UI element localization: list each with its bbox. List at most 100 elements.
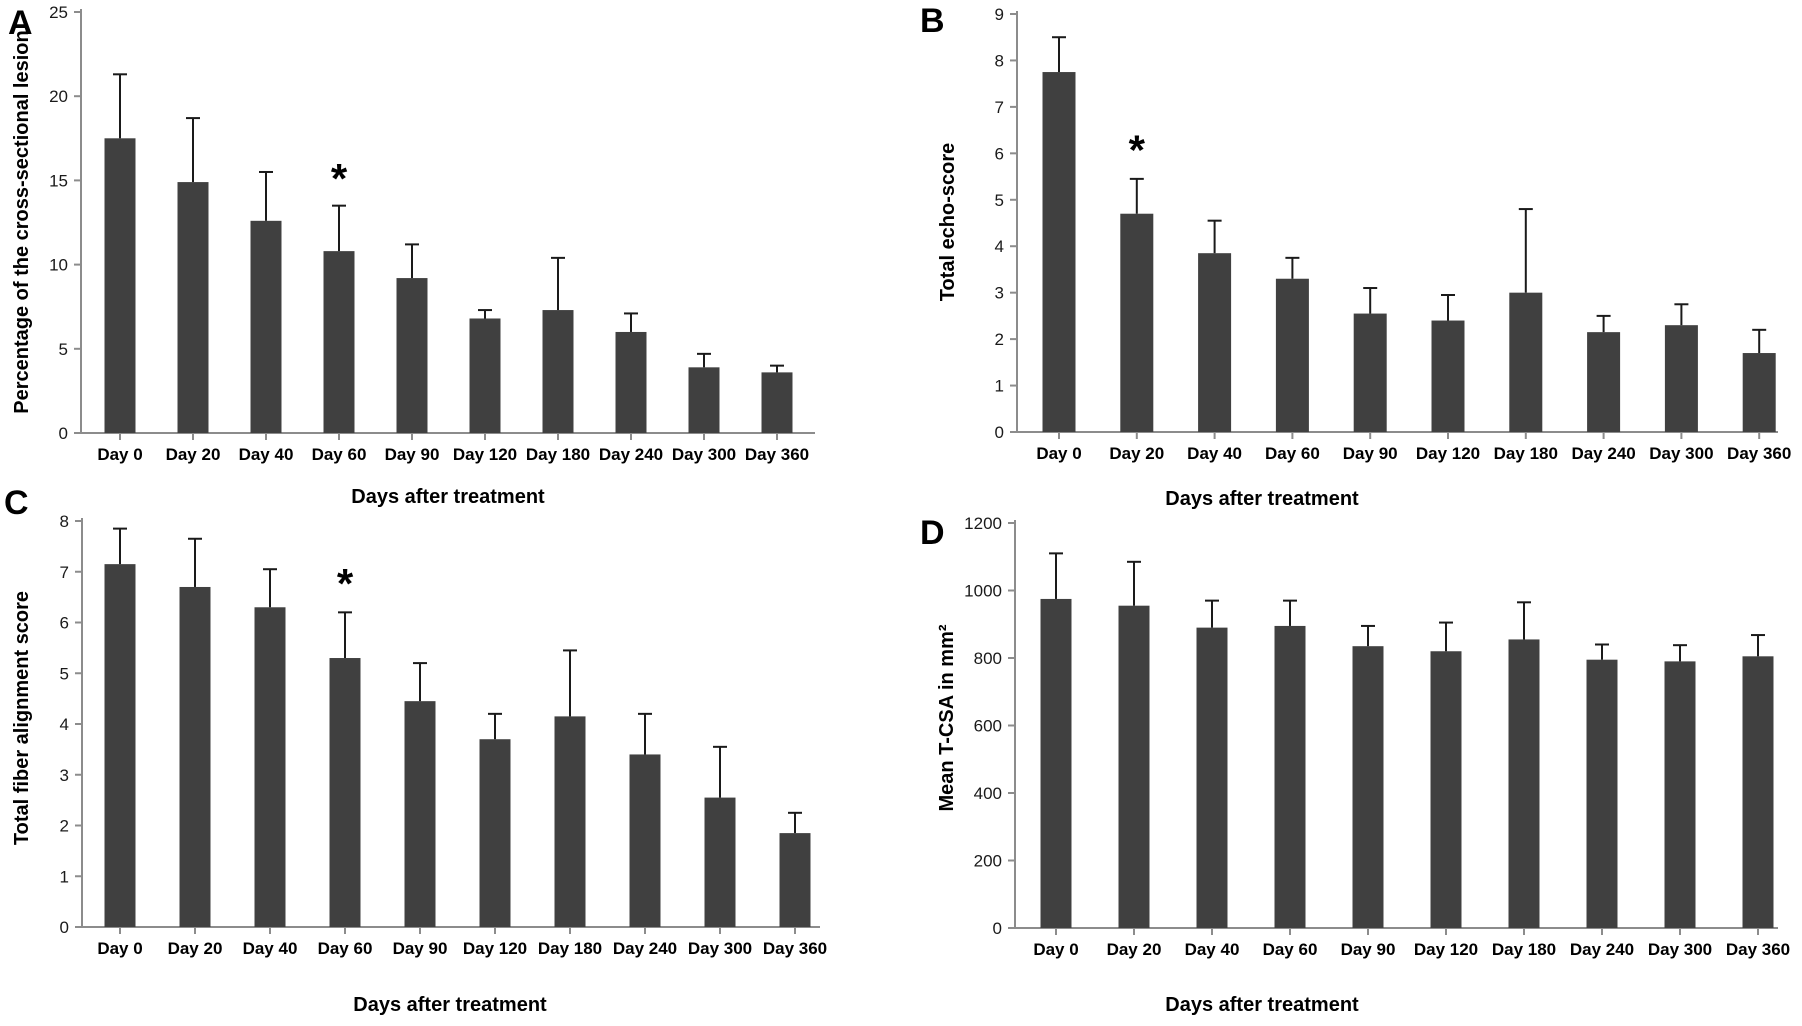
y-tick-labels: 0 1 2 3 4 5 6 7 8 9 [995,5,1004,442]
y-tick-label: 8 [995,51,1004,70]
y-tick-label: 1 [995,377,1004,396]
y-tick-label: 9 [995,5,1004,24]
bar-day90 [396,278,428,433]
y-tick-label: 6 [995,144,1004,163]
bar-day60 [1275,278,1309,432]
x-category-label: Day 0 [1033,940,1078,959]
x-category-label: Day 120 [1414,940,1478,959]
bar-day90 [1352,646,1384,928]
y-tick-label: 6 [60,614,69,633]
bar-day180 [1509,292,1543,432]
x-category-label: Day 180 [1492,940,1556,959]
bar-day180 [542,310,574,433]
bar-day300 [704,797,736,927]
panel-letter-b: B [920,2,945,40]
bar-day120 [469,318,501,433]
bar-day20 [179,586,211,927]
y-tick-label: 2 [60,817,69,836]
y-tick-label: 200 [974,852,1002,871]
significance-star: * [1129,127,1146,174]
x-category-label: Day 20 [1107,940,1162,959]
panel-letter-c: C [4,484,29,522]
x-category-label: Day 90 [1343,444,1398,463]
y-tick-label: 3 [60,766,69,785]
error-bars [1052,36,1767,354]
x-category-label: Day 90 [1341,940,1396,959]
error-bars [113,527,802,834]
bar-day240 [629,754,661,927]
bar-day20 [1118,605,1150,928]
x-category-label: Day 20 [1109,444,1164,463]
bar-day300 [1664,325,1698,432]
y-tick-label: 0 [60,918,69,937]
bar-day90 [1353,313,1387,432]
y-tick-label: 2 [995,330,1004,349]
x-category-label: Day 20 [168,939,223,958]
x-category-label: Day 40 [1185,940,1240,959]
y-tick-label: 400 [974,784,1002,803]
y-tick-label: 8 [60,513,69,531]
x-axis-label-panel-c: Days after treatment [353,994,547,1016]
bar-day40 [1198,253,1232,432]
x-category-label: Day 360 [1726,940,1790,959]
x-category-label: Day 90 [393,939,448,958]
x-category-label: Day 180 [526,445,590,464]
bar-day360 [1742,353,1776,432]
x-category-label: Day 240 [1570,940,1634,959]
y-tick-label: 7 [995,98,1004,117]
x-category-label: Day 120 [1416,444,1480,463]
y-tick-label: 0 [995,423,1004,442]
y-tick-label: 1 [60,867,69,886]
bar-day300 [688,367,720,433]
y-tick-labels: 0 200 400 600 800 1000 1200 [964,514,1002,938]
x-category-label: Day 60 [1265,444,1320,463]
error-bars [1049,552,1765,662]
x-category-label: Day 120 [463,939,527,958]
y-tick-label: 1000 [964,582,1002,601]
x-axis-label-panel-a: Days after treatment [351,486,545,508]
y-tick-label: 7 [60,563,69,582]
x-category-label: Day 300 [1649,444,1713,463]
y-tick-label: 0 [993,919,1002,938]
significance-star: * [331,155,348,202]
bar-day40 [250,220,282,433]
x-category-label: Day 120 [453,445,517,464]
y-tick-label: 25 [49,3,68,22]
bar-day180 [554,716,586,927]
x-category-label: Day 180 [538,939,602,958]
x-category-label: Day 60 [312,445,367,464]
significance-star: * [337,560,354,607]
x-category-label: Day 0 [1036,444,1081,463]
x-category-label: Day 40 [1187,444,1242,463]
x-axis-label-panel-d: Days after treatment [1165,994,1359,1016]
category-labels: Day 0 Day 20 Day 40 Day 60 Day 90 Day 120 Day … [97,939,827,958]
x-category-label: Day 90 [385,445,440,464]
y-tick-label: 4 [60,715,69,734]
x-category-label: Day 20 [166,445,221,464]
bar-day360 [779,833,811,927]
panel-letter-a: A [8,4,33,42]
bar-day0 [1040,598,1072,928]
y-tick-label: 600 [974,717,1002,736]
x-category-label: Day 300 [1648,940,1712,959]
x-axis-label-panel-b: Days after treatment [1165,488,1359,510]
x-category-label: Day 240 [599,445,663,464]
category-labels: Day 0 Day 20 Day 40 Day 60 Day 90 Day 120 Day … [1033,940,1790,959]
bar-day360 [761,372,793,433]
y-tick-label: 3 [995,284,1004,303]
y-tick-label: 5 [59,340,68,359]
y-tick-labels: 0 5 10 15 20 25 [49,3,68,443]
x-category-label: Day 40 [243,939,298,958]
bar-day90 [404,701,436,927]
bar-day0 [1042,72,1076,433]
error-bars [113,73,784,373]
bar-day120 [1430,651,1462,928]
y-tick-label: 5 [60,664,69,683]
category-labels: Day 0 Day 20 Day 40 Day 60 Day 90 Day 120 Day … [1036,444,1791,463]
x-category-label: Day 360 [1727,444,1791,463]
y-tick-label: 1200 [964,514,1002,533]
bar-day360 [1742,656,1774,928]
